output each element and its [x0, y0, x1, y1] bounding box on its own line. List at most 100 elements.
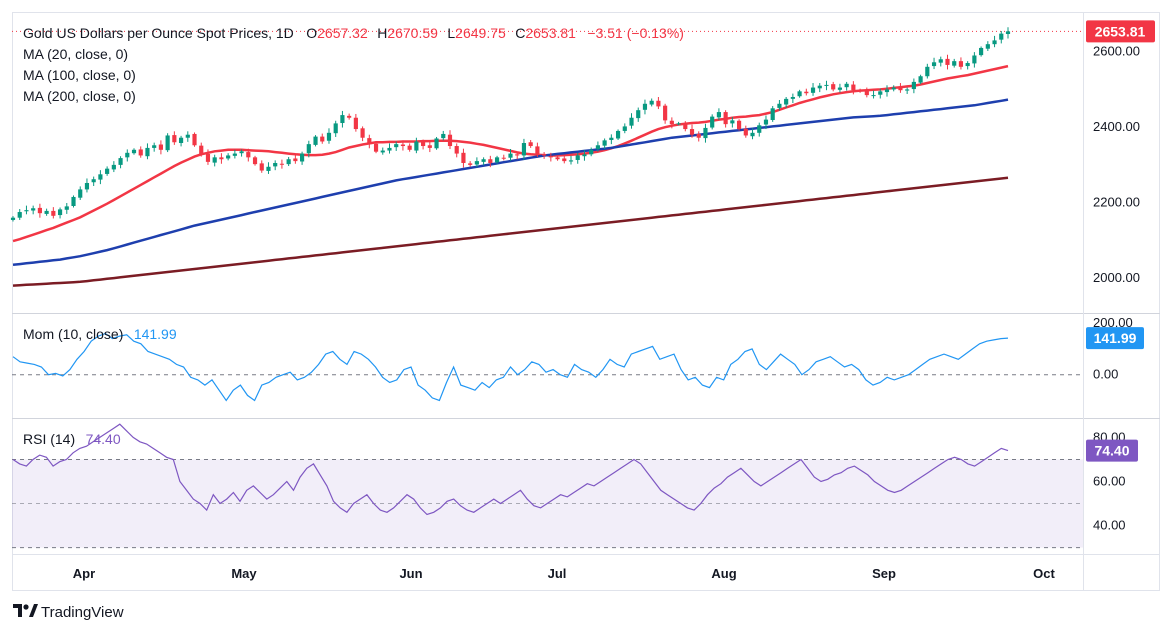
candle-body [239, 151, 244, 154]
candle-body [37, 207, 42, 214]
candle-body [407, 145, 412, 150]
candle-body [387, 147, 392, 151]
ma-line-1 [12, 98, 1009, 267]
candle-body [252, 157, 258, 165]
candle-body [17, 212, 22, 218]
candle-body [286, 159, 291, 165]
candle-body [300, 153, 305, 162]
candle-body [515, 154, 520, 156]
ohlc-open-value: 2657.32 [317, 25, 368, 41]
candle-body [199, 145, 204, 155]
candle-body [481, 159, 486, 162]
candle-body [844, 83, 849, 88]
legend-ma200[interactable]: MA (200, close, 0) [23, 88, 136, 104]
ohlc-high-label: H [377, 25, 387, 41]
candle-body [784, 98, 789, 105]
candle-body [219, 157, 224, 160]
candle-body [394, 144, 399, 148]
candle-body [279, 163, 285, 165]
candle-body [400, 144, 406, 147]
candle-body [938, 59, 943, 63]
candle-body [736, 120, 742, 130]
candle-body [851, 84, 856, 91]
candle-body [992, 40, 997, 45]
candle-body [246, 152, 251, 158]
ohlc-change: −3.51 (−0.13%) [587, 25, 684, 41]
candle-body [743, 128, 748, 136]
candle-body [185, 134, 190, 138]
candle-body [730, 120, 735, 124]
legend-ma100[interactable]: MA (100, close, 0) [23, 67, 136, 83]
candle-body [891, 87, 896, 90]
price-tick-label: 2600.00 [1093, 44, 1140, 59]
candle-body [152, 145, 157, 148]
candle-body [488, 159, 493, 163]
momentum-badge-text: 141.99 [1094, 330, 1137, 346]
candle-body [172, 135, 177, 143]
rsi-badge-bg [1086, 439, 1138, 462]
time-tick-label: Apr [73, 566, 95, 581]
candle-body [192, 133, 197, 146]
candle-body [602, 140, 607, 146]
ohlc-open-label: O [306, 25, 317, 41]
candle-body [757, 125, 762, 133]
candle-body [461, 152, 466, 163]
candle-body [858, 90, 863, 92]
candle-body [663, 105, 668, 121]
candle-body [710, 116, 715, 128]
candle-body [535, 146, 540, 155]
candle-body [898, 86, 903, 91]
candle-body [676, 123, 681, 125]
candle-body [313, 136, 318, 145]
candle-body [320, 136, 325, 142]
candle-body [84, 182, 90, 190]
candle-body [24, 210, 29, 212]
ohlc-high-value: 2670.59 [387, 25, 438, 41]
time-tick-label: Jul [548, 566, 567, 581]
candle-body [642, 103, 648, 110]
candle-body [333, 123, 338, 134]
legend-rsi[interactable]: RSI (14) 74.40 [23, 431, 121, 448]
candle-body [622, 126, 627, 131]
last-price-badge-text: 2653.81 [1095, 23, 1146, 39]
legend-momentum[interactable]: Mom (10, close) 141.99 [23, 326, 177, 343]
candle-body [165, 135, 170, 151]
legend-ma20[interactable]: MA (20, close, 0) [23, 46, 128, 62]
candle-body [804, 91, 809, 94]
candle-body [548, 156, 553, 158]
tradingview-logo-icon [13, 604, 38, 617]
candle-body [78, 189, 83, 198]
tradingview-logo[interactable]: TradingView [13, 604, 124, 621]
candle-body [131, 149, 137, 154]
moving-averages [12, 64, 1009, 287]
candle-body [232, 153, 237, 156]
candle-body [629, 117, 634, 126]
price-tick-label: 2000.00 [1093, 270, 1140, 285]
ohlc-close-label: C [515, 25, 525, 41]
candle-body [770, 108, 775, 120]
legend-header[interactable]: Gold US Dollars per Ounce Spot Prices, 1… [23, 25, 684, 42]
candle-body [918, 76, 923, 83]
time-tick-label: Oct [1033, 566, 1055, 581]
candle-body [434, 138, 439, 149]
candle-body [501, 157, 506, 159]
candle-body [555, 157, 560, 160]
candle-body [831, 84, 836, 90]
candle-body [266, 166, 271, 171]
candle-body [636, 110, 641, 119]
rsi-label: RSI (14) [23, 431, 75, 447]
momentum-badge: 141.99 [1086, 327, 1144, 350]
momentum-line [12, 332, 1009, 402]
candle-body [750, 132, 755, 137]
candle-body [178, 137, 184, 144]
candle-body [138, 149, 143, 156]
candle-body [447, 134, 453, 147]
ohlc-low-label: L [447, 25, 455, 41]
candle-body [158, 144, 163, 150]
candle-body [542, 153, 547, 156]
rsi-badge-text: 74.40 [1094, 443, 1129, 459]
candle-body [71, 196, 76, 207]
candle-body [226, 155, 231, 159]
candle-body [259, 163, 264, 171]
